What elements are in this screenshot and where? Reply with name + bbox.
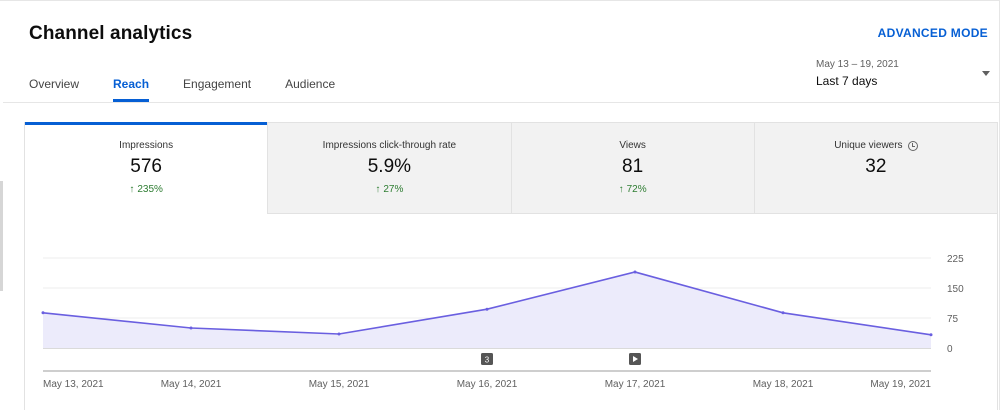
impressions-chart: 0 75 150 225 May 13, 2021 May 14, 2021 May 15,…: [41, 254, 964, 390]
metric-delta: ↑ 27%: [375, 184, 404, 195]
clock-icon[interactable]: [907, 140, 918, 151]
data-point[interactable]: [781, 311, 785, 315]
metric-label: Views: [619, 140, 646, 151]
metric-label: Impressions click-through rate: [322, 140, 457, 151]
side-panel-edge: [0, 181, 3, 291]
tab-reach[interactable]: Reach: [113, 68, 150, 102]
metric-ctr[interactable]: Impressions click-through rate 5.9% ↑ 27%: [267, 123, 511, 214]
metric-unique-viewers[interactable]: Unique viewers 32: [753, 123, 997, 214]
dropdown-caret-icon: [982, 71, 990, 76]
tab-engagement[interactable]: Engagement: [183, 77, 252, 91]
arrow-up-icon: ↑: [129, 184, 135, 195]
tab-overview[interactable]: Overview: [29, 77, 80, 91]
data-point[interactable]: [41, 311, 45, 315]
page-title: Channel analytics: [29, 23, 193, 44]
y-tick-label: 225: [947, 254, 964, 265]
x-tick-label: May 17, 2021: [605, 379, 666, 390]
x-tick-label: May 18, 2021: [753, 379, 814, 390]
metric-value: 32: [865, 156, 887, 177]
tab-audience[interactable]: Audience: [285, 77, 336, 91]
data-point[interactable]: [633, 270, 637, 274]
date-range-label: Last 7 days: [816, 74, 878, 88]
metric-delta: ↑ 72%: [618, 184, 647, 195]
x-tick-label: May 19, 2021: [870, 379, 931, 390]
date-range-selector[interactable]: May 13 – 19, 2021 Last 7 days: [816, 59, 992, 93]
metric-delta: ↑ 235%: [129, 184, 163, 195]
metric-tabs: Impressions 576 ↑ 235% Impressions click-…: [25, 122, 997, 214]
metric-label: Impressions: [119, 140, 174, 151]
y-tick-label: 150: [947, 284, 964, 295]
reach-chart-card: Impressions 576 ↑ 235% Impressions click-…: [24, 122, 998, 410]
x-tick-label: May 14, 2021: [161, 379, 222, 390]
data-point[interactable]: [189, 326, 193, 330]
play-glyph: [633, 356, 638, 362]
header-divider: [3, 102, 999, 103]
x-tick-label: May 15, 2021: [309, 379, 370, 390]
metric-value: 576: [130, 156, 162, 177]
marker-label: 3: [485, 356, 490, 365]
marker-box[interactable]: [481, 353, 493, 365]
date-range-text: May 13 – 19, 2021: [816, 59, 899, 70]
metric-value: 5.9%: [367, 156, 412, 177]
data-point[interactable]: [929, 333, 933, 337]
x-tick-label: May 16, 2021: [457, 379, 518, 390]
metric-value: 81: [622, 156, 644, 177]
play-icon[interactable]: [629, 353, 641, 365]
data-point[interactable]: [337, 332, 341, 336]
x-tick-label: May 13, 2021: [43, 379, 104, 390]
y-tick-label: 75: [947, 314, 959, 325]
metric-views[interactable]: Views 81 ↑ 72%: [510, 123, 754, 214]
metric-label: Unique viewers: [834, 140, 903, 151]
arrow-up-icon: ↑: [618, 184, 624, 195]
tab-bar: Overview Reach Engagement Audience: [29, 68, 369, 102]
count-marker-icon[interactable]: 3: [481, 353, 493, 365]
y-tick-label: 0: [947, 344, 953, 355]
arrow-up-icon: ↑: [375, 184, 381, 195]
advanced-mode-button[interactable]: ADVANCED MODE: [877, 26, 988, 40]
metric-impressions[interactable]: Impressions 576 ↑ 235%: [25, 122, 268, 214]
data-point[interactable]: [485, 307, 489, 311]
